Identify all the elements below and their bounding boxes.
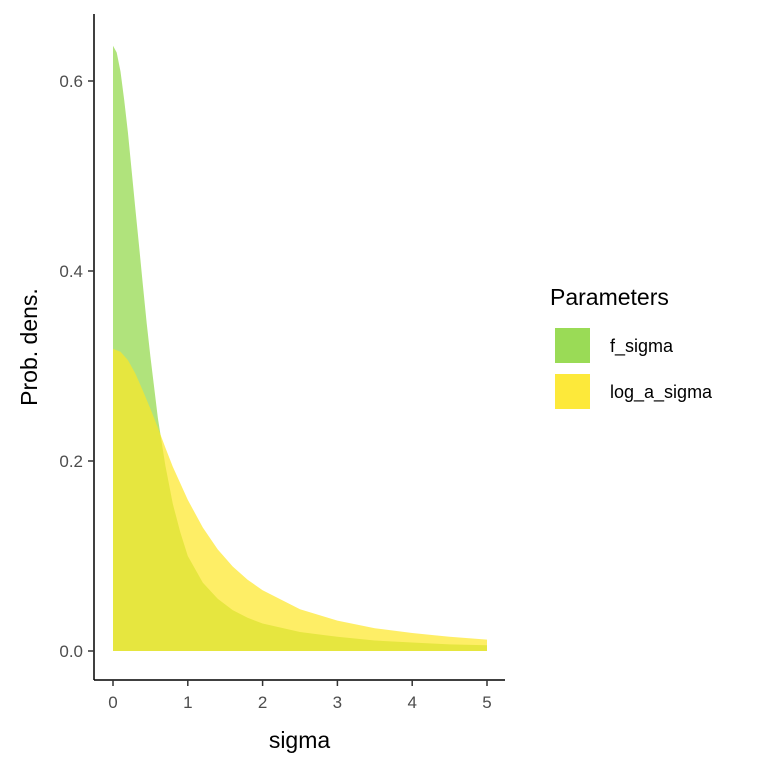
y-tick-label: 0.0 bbox=[59, 642, 83, 661]
x-tick-label: 1 bbox=[183, 693, 192, 712]
x-tick-label: 0 bbox=[108, 693, 117, 712]
legend-items: f_sigma log_a_sigma bbox=[555, 328, 713, 409]
y-tick-label: 0.2 bbox=[59, 452, 83, 471]
x-axis-ticks: 0 1 2 3 4 5 bbox=[108, 680, 492, 712]
area-log-a-sigma bbox=[113, 348, 487, 651]
x-tick-label: 2 bbox=[258, 693, 267, 712]
y-tick-label: 0.4 bbox=[59, 262, 83, 281]
legend-swatch-f-sigma bbox=[555, 328, 590, 363]
x-axis-title: sigma bbox=[269, 727, 331, 753]
x-tick-label: 5 bbox=[482, 693, 491, 712]
legend-label-f-sigma: f_sigma bbox=[610, 336, 674, 357]
legend-label-log-a-sigma: log_a_sigma bbox=[610, 382, 713, 403]
y-axis-title: Prob. dens. bbox=[16, 288, 42, 406]
density-areas bbox=[113, 45, 487, 652]
x-tick-label: 4 bbox=[407, 693, 416, 712]
y-axis-ticks: 0.0 0.2 0.4 0.6 bbox=[59, 72, 94, 661]
legend: Parameters f_sigma log_a_sigma bbox=[550, 284, 713, 409]
legend-swatch-log-a-sigma bbox=[555, 374, 590, 409]
legend-title: Parameters bbox=[550, 284, 669, 310]
x-tick-label: 3 bbox=[333, 693, 342, 712]
y-tick-label: 0.6 bbox=[59, 72, 83, 91]
